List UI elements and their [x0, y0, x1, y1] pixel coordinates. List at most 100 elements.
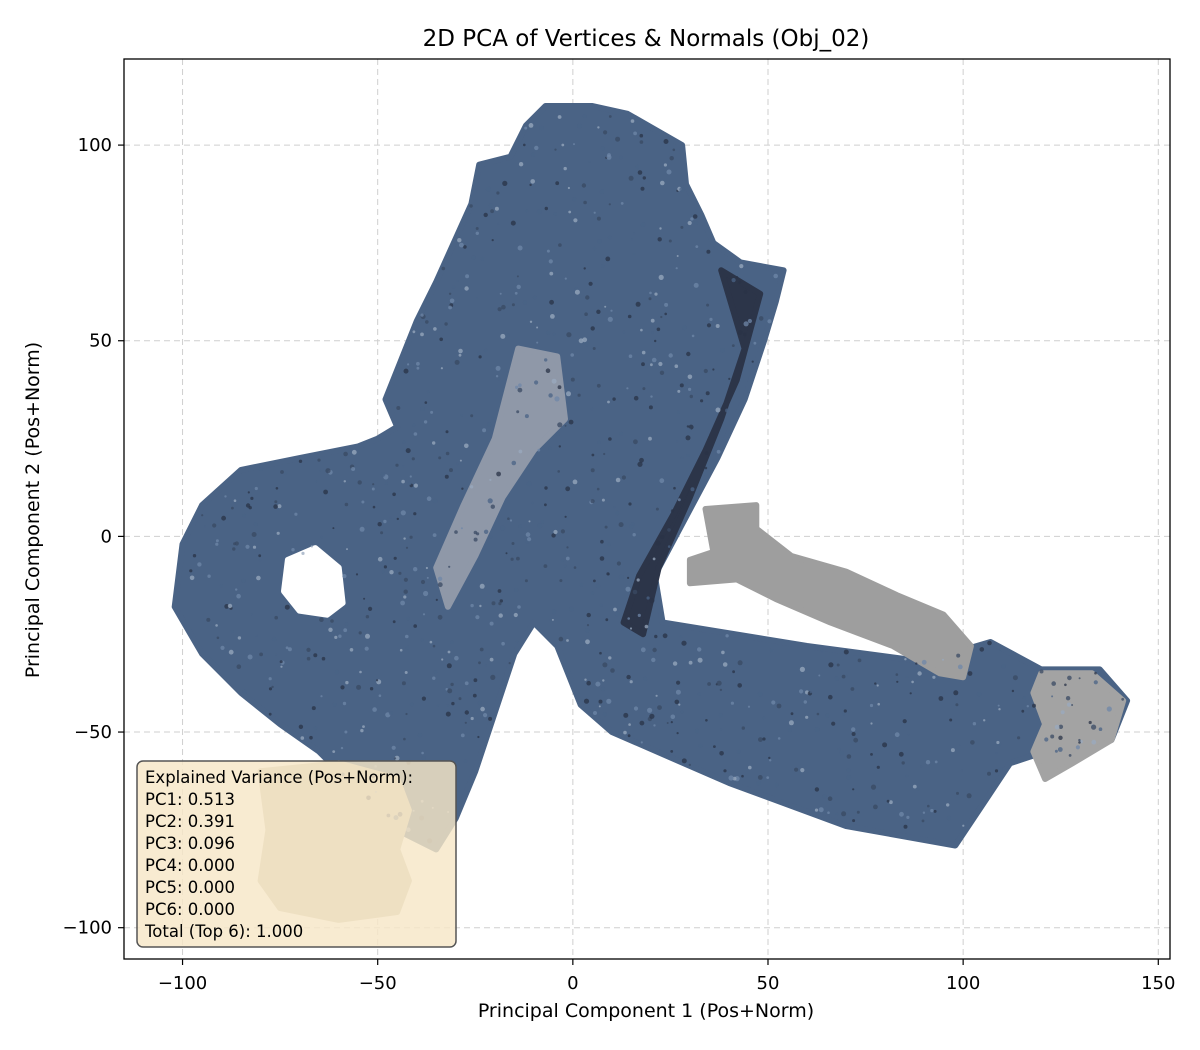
scatter-point	[831, 721, 836, 726]
scatter-point	[689, 394, 693, 399]
scatter-point	[648, 436, 652, 441]
scatter-point	[706, 323, 712, 328]
scatter-point	[873, 804, 878, 810]
scatter-point	[664, 302, 669, 307]
scatter-point	[635, 164, 640, 170]
scatter-point	[215, 542, 219, 546]
scatter-point	[530, 179, 535, 184]
scatter-point	[463, 759, 468, 763]
scatter-point	[465, 274, 470, 279]
scatter-point	[670, 750, 674, 753]
scatter-point	[762, 716, 766, 720]
scatter-point	[877, 702, 880, 706]
scatter-point	[626, 387, 629, 390]
scatter-point	[549, 299, 554, 305]
scatter-point	[432, 498, 438, 504]
scatter-point	[551, 378, 557, 384]
scatter-point	[655, 540, 661, 546]
scatter-point	[1060, 710, 1065, 715]
scatter-point	[564, 277, 567, 280]
scatter-point	[574, 289, 580, 295]
scatter-point	[402, 440, 406, 444]
scatter-point	[809, 690, 813, 694]
scatter-point	[360, 728, 364, 733]
scatter-point	[498, 613, 503, 618]
scatter-point	[604, 525, 608, 529]
scatter-point	[876, 765, 880, 769]
scatter-point	[736, 749, 741, 754]
scatter-point	[621, 475, 627, 480]
scatter-point	[433, 670, 438, 674]
scatter-point	[600, 539, 604, 544]
scatter-point	[670, 721, 673, 724]
scatter-point	[473, 678, 478, 683]
scatter-point	[633, 706, 639, 711]
scatter-point	[590, 499, 595, 504]
scatter-point	[586, 680, 591, 686]
scatter-point	[844, 674, 848, 678]
scatter-point	[405, 546, 409, 549]
scatter-point	[687, 374, 693, 380]
scatter-point	[422, 613, 426, 616]
scatter-point	[380, 531, 384, 535]
scatter-point	[713, 745, 716, 748]
scatter-point	[627, 576, 630, 580]
scatter-point	[430, 410, 434, 414]
scatter-point	[325, 468, 331, 474]
scatter-point	[677, 389, 681, 393]
scatter-point	[619, 155, 623, 160]
scatter-point	[585, 295, 590, 300]
scatter-point	[192, 554, 197, 558]
scatter-point	[934, 760, 938, 764]
y-tick-label: −50	[74, 722, 112, 743]
scatter-point	[458, 348, 463, 354]
scatter-point	[287, 647, 292, 652]
scatter-point	[583, 267, 586, 270]
scatter-point	[227, 603, 233, 609]
scatter-point	[987, 640, 992, 646]
point-cluster	[171, 103, 1131, 853]
scatter-point	[741, 726, 745, 730]
scatter-point	[551, 618, 554, 621]
scatter-point	[899, 811, 904, 817]
scatter-point	[1098, 727, 1103, 731]
scatter-point	[631, 522, 635, 526]
scatter-point	[650, 363, 653, 367]
scatter-point	[403, 595, 407, 599]
scatter-point	[694, 220, 699, 225]
scatter-point	[464, 710, 469, 715]
scatter-point	[445, 711, 451, 717]
scatter-point	[972, 722, 977, 726]
scatter-point	[607, 542, 611, 547]
scatter-point	[215, 539, 219, 543]
scatter-point	[340, 746, 344, 750]
scatter-point	[834, 676, 840, 681]
scatter-point	[640, 222, 646, 228]
scatter-point	[558, 636, 564, 642]
scatter-point	[837, 747, 841, 751]
scatter-point	[518, 383, 522, 388]
scatter-point	[215, 624, 218, 627]
scatter-point	[572, 197, 577, 202]
scatter-point	[593, 711, 597, 715]
scatter-point	[540, 520, 545, 524]
scatter-point	[343, 451, 348, 457]
scatter-point	[600, 264, 605, 268]
scatter-point	[987, 771, 991, 776]
scatter-point	[652, 647, 657, 653]
scatter-point	[596, 383, 601, 388]
scatter-point	[534, 380, 539, 385]
scatter-point	[413, 483, 418, 488]
explained-variance-pc1: PC1: 0.513	[145, 790, 235, 809]
scatter-point	[529, 183, 532, 187]
scatter-point	[391, 745, 396, 750]
scatter-point	[603, 452, 606, 456]
explained-variance-pc2: PC2: 0.391	[145, 812, 235, 831]
scatter-point	[628, 723, 631, 726]
scatter-point	[572, 479, 578, 485]
scatter-point	[835, 812, 839, 816]
scatter-point	[709, 317, 713, 321]
scatter-point	[649, 713, 655, 719]
scatter-point	[446, 663, 452, 669]
scatter-point	[596, 216, 601, 221]
